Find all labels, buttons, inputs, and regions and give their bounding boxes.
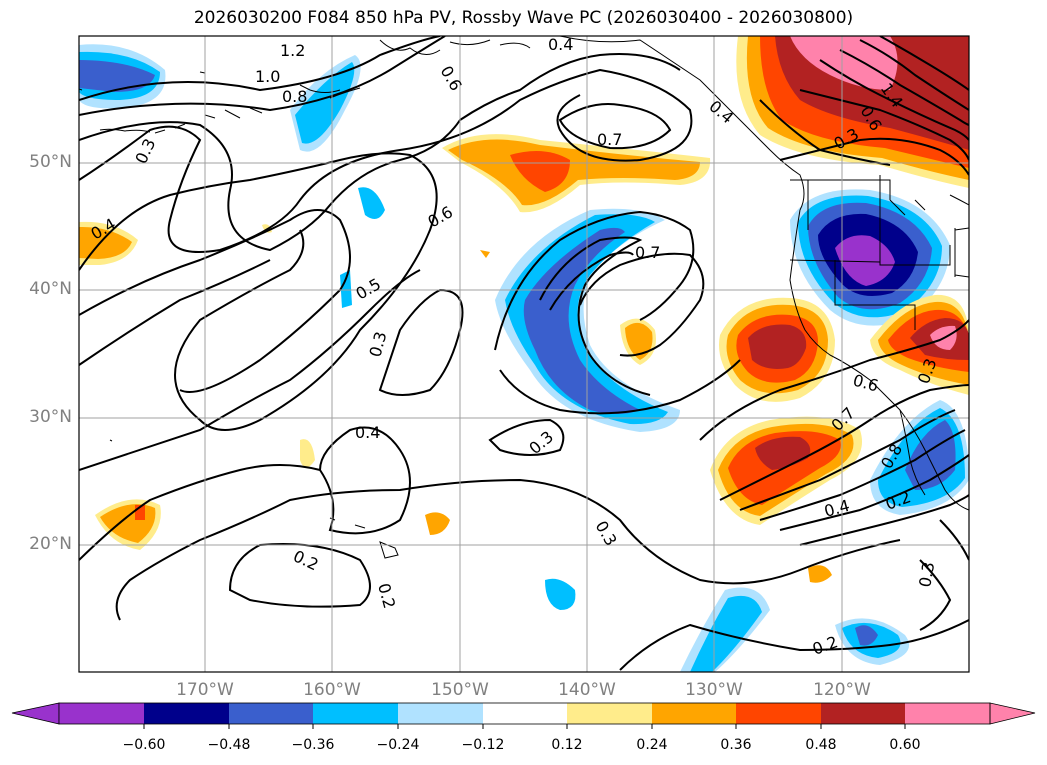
contour-label: 0.8: [282, 87, 307, 106]
lon-label-150w: 150°W: [431, 680, 489, 700]
lat-label-50n: 50°N: [29, 152, 72, 172]
colorbar-tick-label: 0.24: [636, 737, 668, 753]
figure-title: 2026030200 F084 850 hPa PV, Rossby Wave …: [193, 8, 854, 28]
colorbar-bin: [398, 703, 483, 724]
colorbar-bin: [144, 703, 229, 724]
colorbar-tick-label: −0.36: [291, 737, 335, 753]
colorbar-bin: [313, 703, 398, 724]
colorbar-bin: [567, 703, 652, 724]
contour-label: 0.4: [548, 35, 573, 54]
map-frame: [78, 35, 970, 673]
colorbar-bin: [736, 703, 821, 724]
lon-label-120w: 120°W: [813, 680, 871, 700]
pv-contours: [79, 36, 969, 671]
colorbar-extend-low: [11, 702, 60, 725]
colorbar-bin: [229, 703, 313, 724]
contour-label: 0.3: [915, 560, 938, 588]
colorbar-bin: [59, 703, 144, 724]
colorbar-tick-label: −0.24: [376, 737, 420, 753]
colorbar-bin: [652, 703, 736, 724]
colorbar-tick-label: 0.48: [805, 737, 837, 753]
lon-label-170w: 170°W: [176, 680, 234, 700]
lat-label-40n: 40°N: [29, 279, 72, 299]
colorbar-tick-label: −0.12: [461, 737, 505, 753]
lat-label-20n: 20°N: [29, 534, 72, 554]
contour-label: 0.7: [635, 243, 660, 262]
contour-label: 1.2: [280, 41, 305, 60]
contour-label: 1.0: [255, 67, 280, 86]
colorbar: [11, 702, 1036, 729]
colorbar-tick-label: −0.48: [207, 737, 251, 753]
colorbar-extend-high: [989, 702, 1036, 725]
contour-label: 0.4: [355, 423, 380, 442]
lon-label-130w: 130°W: [685, 680, 743, 700]
lon-label-140w: 140°W: [558, 680, 616, 700]
colorbar-tick-label: 0.36: [720, 737, 752, 753]
colorbar-bin: [821, 703, 905, 724]
colorbar-bin: [905, 703, 990, 724]
lat-label-30n: 30°N: [29, 407, 72, 427]
lon-label-160w: 160°W: [303, 680, 361, 700]
graticule: [79, 36, 969, 672]
colorbar-tick-label: 0.12: [551, 737, 583, 753]
colorbar-tick-label: 0.60: [889, 737, 921, 753]
contour-label: 0.7: [597, 130, 622, 149]
colorbar-tick-label: −0.60: [122, 737, 166, 753]
colorbar-bin: [483, 703, 567, 724]
